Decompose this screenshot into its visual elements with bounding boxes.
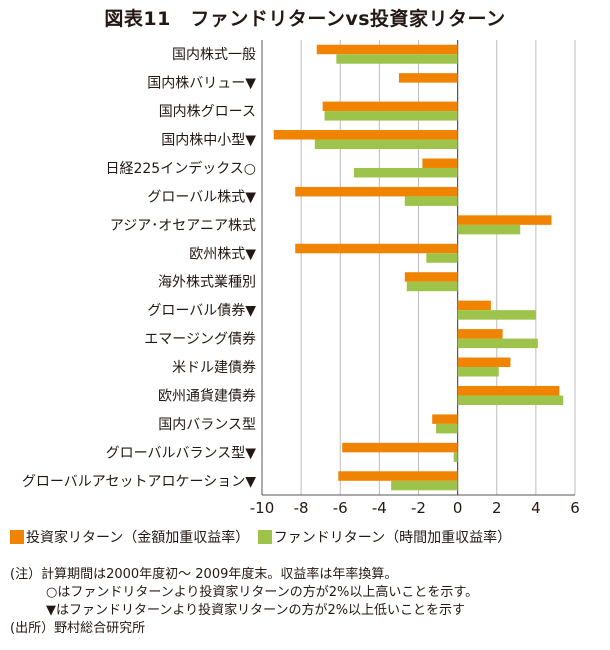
x-tick-label: -2 [411,499,426,517]
chart-title: 図表11 ファンドリターンvs投資家リターン [104,8,506,30]
bar-fund-return [436,423,458,434]
category-label: 欧州通貨建債券 [158,387,256,404]
bar-investor-return [457,329,503,339]
category-label: 欧州株式▼ [189,246,256,262]
x-tick-label: 4 [531,499,541,517]
category-label: グローバルバランス型▼ [106,445,257,461]
bar-fund-return [406,281,458,292]
bar-investor-return [338,471,458,481]
category-label: 国内株式一般 [172,47,256,63]
bar-fund-return [404,196,458,206]
x-tick-label: -10 [250,499,275,517]
bar-fund-return [457,338,538,349]
bar-fund-return [457,395,564,405]
note-triangle: ▼はファンドリターンより投資家リターンの方が2%以上低いことを示す [46,603,466,618]
category-label: アジア･オセアニア株式 [110,218,256,234]
bar-investor-return [457,385,560,396]
category-label: グローバルアセットアロケーション▼ [22,474,256,490]
bar-fund-return [457,367,499,377]
x-tick-label: 2 [492,499,502,517]
category-label: 日経225インデックス○ [105,160,256,177]
category-label: グローバル株式▼ [147,189,256,205]
bar-investor-return [322,101,458,112]
x-tick-label: -8 [294,499,309,517]
category-label: エマージング債券 [144,332,256,348]
bar-investor-return [295,243,458,254]
bar-investor-return [342,442,458,453]
legend: 投資家リターン（金額加重収益率） ファンドリターン（時間加重収益率） [10,527,610,548]
bar-fund-return [324,111,458,121]
bar-investor-return [457,215,552,225]
x-tick-label: 0 [453,499,463,517]
note-circle: ○はファンドリターンより投資家リターンの方が2%以上高いことを示す。 [46,585,479,600]
bar-investor-return [422,158,458,168]
category-label: グローバル債券▼ [147,303,256,319]
bar-fund-return [453,452,458,462]
bar-fund-return [457,310,536,320]
legend-swatch-orange [10,530,24,544]
bar-investor-return [316,44,458,55]
bar-fund-return [457,224,521,235]
category-label: 国内株中小型▼ [161,133,256,149]
bar-investor-return [457,300,491,311]
category-label: 国内株グロース [159,104,256,120]
x-tick-label: -4 [372,499,387,517]
category-label: 国内バランス型 [158,417,256,433]
bar-investor-return [457,357,511,368]
legend-label-investor: 投資家リターン（金額加重収益率） [26,530,250,546]
bar-fund-return [336,54,458,64]
legend-swatch-green [257,530,272,544]
x-tick-label: -6 [333,499,348,517]
grid-lines [261,40,576,496]
legend-item-investor: 投資家リターン（金額加重収益率） [10,527,249,547]
bar-investor-return [398,73,458,83]
bar-investor-return [432,414,458,424]
bar-fund-return [426,253,458,263]
bar-fund-return [353,167,458,178]
category-label: 米ドル建債券 [172,360,256,376]
bars [273,44,564,491]
bar-fund-return [314,139,458,150]
legend-item-fund: ファンドリターン（時間加重収益率） [257,527,512,547]
x-tick-labels: -10 -8 -6 -4 -2 0 2 4 6 [250,499,580,517]
bar-investor-return [295,186,458,197]
bar-investor-return [273,130,458,140]
bar-investor-return [404,272,458,282]
bar-fund-return [391,480,458,491]
note-period: (注）計算期間は2000年度初～ 2009年度末。収益率は年率換算。 [10,567,398,582]
category-label: 海外株式業種別 [158,275,256,291]
category-label: 国内株バリュー▼ [147,76,256,92]
note-source: (出所）野村総合研究所 [10,621,146,636]
legend-label-fund: ファンドリターン（時間加重収益率） [273,530,512,546]
x-tick-label: 6 [570,499,580,517]
footnotes: (注）計算期間は2000年度初～ 2009年度末。収益率は年率換算。 ○はファン… [10,566,610,638]
